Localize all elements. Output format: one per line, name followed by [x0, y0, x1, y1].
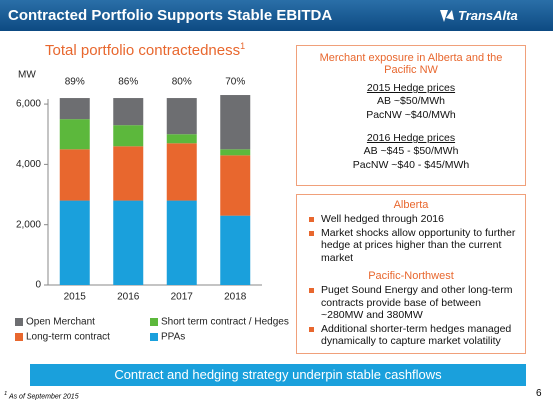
y-tick-label: 0: [35, 280, 41, 291]
legend-label: Open Merchant: [26, 317, 95, 328]
title-marker: 1: [240, 41, 246, 51]
bullet: Market shocks allow opportunity to furth…: [309, 227, 525, 265]
bar-segment: [166, 98, 197, 135]
y-tick-label: 6,000: [16, 99, 41, 110]
bar-segment: [220, 149, 251, 156]
bar-segment: [113, 146, 144, 201]
legend-label: Short term contract / Hedges: [161, 317, 289, 328]
footnote-marker: 1: [4, 391, 8, 397]
footnote: 1 As of September 2015: [4, 391, 79, 400]
bar-segment: [113, 200, 144, 285]
bullet-list: Well hedged through 2016 Market shocks al…: [297, 213, 525, 264]
bar-segment: [113, 98, 144, 126]
header-title: Contracted Portfolio Supports Stable EBI…: [8, 7, 333, 24]
header-bar: [0, 0, 553, 31]
legend-label: PPAs: [161, 332, 185, 343]
bar-segment: [59, 98, 90, 120]
bar-segment: [166, 134, 197, 144]
regions-box: Alberta Well hedged through 2016 Market sh…: [296, 194, 526, 354]
logo-mark: [440, 10, 454, 22]
bar-label: 80%: [172, 77, 192, 88]
bar-label: 89%: [65, 77, 85, 88]
bar-segment: [220, 215, 251, 285]
bar-label: 86%: [118, 77, 138, 88]
y-axis-label: MW: [18, 70, 36, 81]
y-tick-label: 4,000: [16, 159, 41, 170]
bullet: Additional shorter-term hedges managed d…: [309, 323, 525, 348]
page-number: 6: [536, 388, 542, 399]
footnote-text: As of September 2015: [8, 393, 79, 401]
merchant-box: Merchant exposure in Alberta and the Pac…: [296, 45, 526, 186]
bullet: Well hedged through 2016: [309, 213, 525, 226]
hedge-groups: 2015 Hedge prices AB ~$50/MWh PacNW ~$40/M…: [297, 82, 525, 172]
section-heading: Alberta: [393, 199, 429, 211]
legend-swatch: [150, 318, 158, 326]
x-tick-label: 2015: [64, 292, 87, 303]
price-line: PacNW ~$40 - $45/MWh: [352, 159, 470, 171]
price-line: AB ~$45 - $50/MWh: [363, 145, 459, 157]
chart-title-text: Total portfolio contractedness: [45, 42, 241, 59]
bar-segment: [59, 149, 90, 201]
bar-segment: [220, 95, 251, 150]
legend-swatch: [150, 333, 158, 341]
bar-segment: [220, 155, 251, 216]
legend-label: Long-term contract: [26, 332, 110, 343]
bar-segment: [113, 125, 144, 147]
group-heading: 2016 Hedge prices: [366, 132, 456, 144]
x-tick-label: 2017: [171, 292, 194, 303]
legend-swatch: [15, 318, 23, 326]
logo: TransAlta: [458, 8, 518, 23]
y-tick-label: 2,000: [16, 219, 41, 230]
bar-segment: [166, 200, 197, 285]
bar-segment: [59, 200, 90, 285]
bullet: Puget Sound Energy and other long-term c…: [309, 284, 525, 322]
price-line: AB ~$50/MWh: [377, 95, 445, 107]
bar-segment: [166, 143, 197, 201]
chart-title: Total portfolio contractedness1: [45, 41, 245, 59]
bullet-list: Puget Sound Energy and other long-term c…: [297, 284, 525, 348]
bar-segment: [59, 119, 90, 150]
x-tick-label: 2018: [224, 292, 247, 303]
section-heading: Pacific-Northwest: [368, 270, 454, 282]
price-line: PacNW ~$40/MWh: [366, 109, 456, 121]
box-title: Merchant exposure in Alberta and the Pac…: [319, 52, 503, 76]
x-tick-label: 2016: [117, 292, 140, 303]
bar-label: 70%: [225, 77, 245, 88]
legend-swatch: [15, 333, 23, 341]
banner: Contract and hedging strategy underpin s…: [30, 364, 526, 386]
group-heading: 2015 Hedge prices: [366, 82, 456, 94]
